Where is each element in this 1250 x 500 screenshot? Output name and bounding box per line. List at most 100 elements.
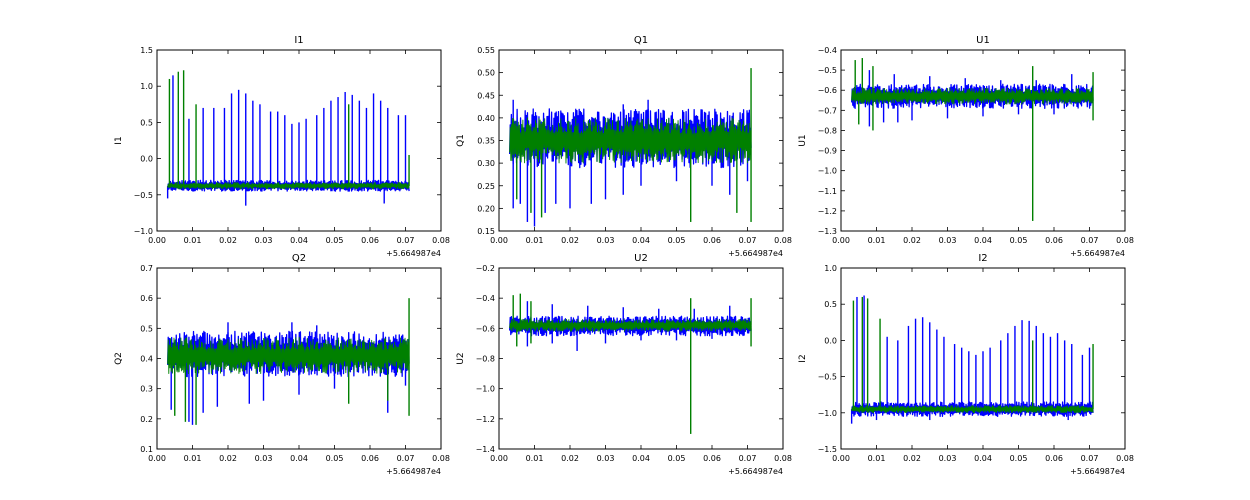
series-band-green xyxy=(167,182,410,190)
x-offset-label: +5.664987e4 xyxy=(728,249,783,258)
y-tick-label: 0.2 xyxy=(140,415,153,424)
x-tick-label: 0.04 xyxy=(974,454,992,463)
plot-area xyxy=(166,70,410,206)
x-tick-label: 0.05 xyxy=(668,236,686,245)
y-tick-label: 0.30 xyxy=(477,159,495,168)
y-tick-label: −0.6 xyxy=(476,324,495,333)
plot-area xyxy=(509,293,752,434)
x-tick-label: 0.04 xyxy=(290,454,308,463)
y-tick-label: −1.2 xyxy=(476,415,495,424)
x-tick-label: 0.05 xyxy=(326,454,344,463)
y-axis-label: I1 xyxy=(114,136,124,144)
x-tick-label: 0.07 xyxy=(1081,454,1099,463)
y-tick-label: 0.0 xyxy=(824,336,837,345)
x-tick-label: 0.00 xyxy=(832,236,850,245)
x-offset-label: +5.664987e4 xyxy=(386,467,441,476)
x-tick-label: 0.05 xyxy=(1010,236,1028,245)
subplot-title: U1 xyxy=(976,35,990,46)
y-tick-label: −0.7 xyxy=(818,106,837,115)
y-tick-label: 0.25 xyxy=(477,182,495,191)
subplot-title: U2 xyxy=(634,253,648,264)
x-tick-label: 0.08 xyxy=(1116,236,1134,245)
y-tick-label: 0.5 xyxy=(140,118,153,127)
y-tick-label: −1.3 xyxy=(818,227,837,236)
axes-frame xyxy=(840,49,1126,232)
x-tick-label: 0.05 xyxy=(1010,454,1028,463)
y-tick-label: −0.9 xyxy=(818,147,837,156)
series-band-green xyxy=(851,87,1094,105)
subplot-q2: 0.00 0.01 0.02 0.03 0.04 0.05 0.06 0.07 0.08 0.1 0… xyxy=(114,253,450,476)
x-tick-label: 0.06 xyxy=(361,236,379,245)
y-tick-label: −1.0 xyxy=(818,409,837,418)
plot-area xyxy=(167,298,410,425)
subplot-title: I2 xyxy=(978,253,987,264)
series-band-blue xyxy=(509,315,752,337)
y-axis-label: Q2 xyxy=(114,352,124,365)
x-tick-label: 0.03 xyxy=(939,454,957,463)
x-tick-label: 0.07 xyxy=(739,236,757,245)
x-tick-label: 0.02 xyxy=(561,236,579,245)
y-tick-label: −1.0 xyxy=(476,385,495,394)
y-tick-label: −1.2 xyxy=(818,207,837,216)
y-axis-label: U2 xyxy=(456,352,466,364)
series-band-green xyxy=(509,117,752,164)
y-tick-label: 0.45 xyxy=(477,91,495,100)
x-offset-label: +5.664987e4 xyxy=(1070,467,1125,476)
x-tick-label: 0.01 xyxy=(184,454,202,463)
x-tick-label: 0.02 xyxy=(903,236,921,245)
x-tick-label: 0.05 xyxy=(326,236,344,245)
x-tick-label: 0.07 xyxy=(1081,236,1099,245)
y-tick-label: 0.5 xyxy=(140,324,153,333)
y-tick-label: 0.55 xyxy=(477,46,495,55)
y-tick-label: −1.1 xyxy=(818,187,837,196)
x-offset-label: +5.664987e4 xyxy=(728,467,783,476)
y-tick-label: −0.6 xyxy=(818,86,837,95)
y-tick-label: 0.35 xyxy=(477,137,495,146)
series-band-green xyxy=(851,405,1094,414)
x-tick-label: 0.00 xyxy=(490,236,508,245)
y-tick-label: −0.5 xyxy=(134,191,153,200)
y-tick-label: −1.5 xyxy=(818,445,837,454)
x-tick-label: 0.00 xyxy=(148,454,166,463)
y-axis-label: Q1 xyxy=(456,134,466,147)
x-tick-label: 0.06 xyxy=(703,236,721,245)
x-tick-label: 0.02 xyxy=(903,454,921,463)
x-tick-label: 0.03 xyxy=(597,454,615,463)
x-tick-label: 0.02 xyxy=(219,236,237,245)
x-tick-label: 0.01 xyxy=(184,236,202,245)
x-tick-label: 0.07 xyxy=(397,454,415,463)
x-tick-label: 0.06 xyxy=(1045,236,1063,245)
y-tick-label: 0.15 xyxy=(477,227,495,236)
y-tick-label: 0.0 xyxy=(140,155,153,164)
subplot-i1: 0.00 0.01 0.02 0.03 0.04 0.05 0.06 0.07 0.08 −1.0… xyxy=(114,35,450,258)
x-tick-label: 0.04 xyxy=(632,454,650,463)
y-tick-label: 0.50 xyxy=(477,69,495,78)
x-tick-label: 0.07 xyxy=(397,236,415,245)
y-tick-label: 0.5 xyxy=(824,300,837,309)
y-tick-label: 1.5 xyxy=(140,46,153,55)
x-tick-label: 0.08 xyxy=(1116,454,1134,463)
series-band-blue xyxy=(851,401,1094,418)
x-tick-label: 0.08 xyxy=(432,454,450,463)
x-offset-label: +5.664987e4 xyxy=(386,249,441,258)
x-tick-label: 0.01 xyxy=(526,236,544,245)
y-tick-label: 0.7 xyxy=(140,264,153,273)
subplot-title: Q2 xyxy=(292,253,306,264)
plot-area xyxy=(509,68,752,227)
y-tick-label: 0.4 xyxy=(140,355,153,364)
y-tick-label: 1.0 xyxy=(824,264,837,273)
x-tick-label: 0.06 xyxy=(703,454,721,463)
x-tick-label: 0.01 xyxy=(526,454,544,463)
x-tick-label: 0.06 xyxy=(361,454,379,463)
x-offset-label: +5.664987e4 xyxy=(1070,249,1125,258)
y-tick-label: 1.0 xyxy=(140,82,153,91)
x-tick-label: 0.01 xyxy=(868,454,886,463)
plot-area xyxy=(851,58,1094,221)
x-tick-label: 0.03 xyxy=(255,454,273,463)
y-tick-label: −0.5 xyxy=(818,66,837,75)
y-tick-label: −1.4 xyxy=(476,445,495,454)
x-tick-label: 0.03 xyxy=(255,236,273,245)
y-tick-label: −1.0 xyxy=(134,227,153,236)
subplot-q1: 0.00 0.01 0.02 0.03 0.04 0.05 0.06 0.07 0.08 0.15… xyxy=(456,35,792,258)
